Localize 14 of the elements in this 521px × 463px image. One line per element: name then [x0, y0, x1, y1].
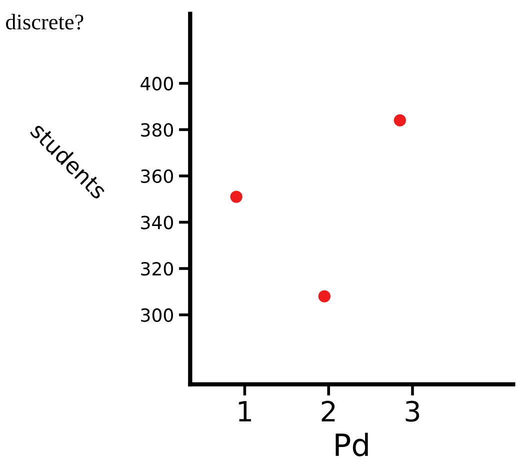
x-tick-label: 3: [406, 400, 420, 422]
chart-title: discrete?: [6, 14, 84, 30]
y-tick-label: 340: [141, 216, 173, 230]
point: [318, 290, 330, 302]
y-tick-label: 380: [141, 123, 173, 137]
y-tick-label: 300: [141, 308, 173, 322]
point: [230, 190, 242, 203]
y-tick-label: 320: [141, 262, 173, 276]
y-tick-label: 400: [140, 76, 173, 90]
x-axis-title: Pd: [336, 432, 368, 456]
x-tick-label: 2: [322, 400, 335, 422]
point: [394, 114, 406, 126]
x-tick-label: 1: [238, 401, 251, 422]
y-tick-label: 360: [141, 169, 173, 184]
